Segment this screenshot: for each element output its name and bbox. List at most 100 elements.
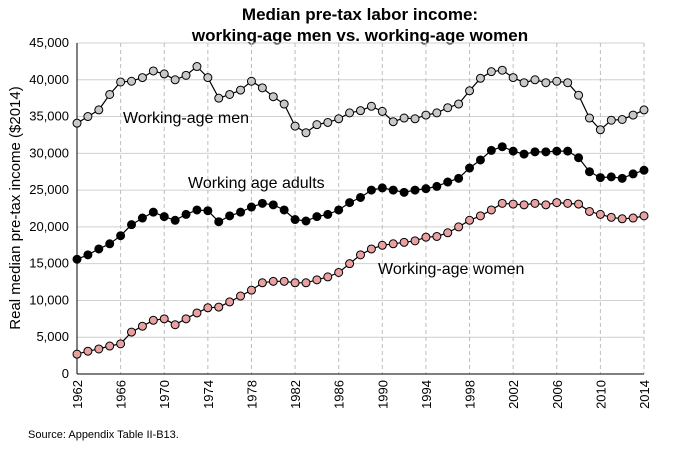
x-tick-label: 1990 (375, 380, 390, 409)
data-point-adults (421, 184, 431, 194)
data-point-adults (181, 209, 191, 219)
y-tick-label: 10,000 (29, 292, 69, 307)
y-tick-label: 15,000 (29, 256, 69, 271)
data-point-men (148, 66, 158, 76)
chart-title-line-2: working-age men vs. working-age women (191, 26, 529, 45)
data-point-women (105, 341, 115, 351)
data-point-women (497, 198, 507, 208)
data-point-adults (595, 173, 605, 183)
data-point-men (497, 65, 507, 75)
data-point-adults (617, 173, 627, 183)
series-adults (72, 142, 649, 264)
data-point-adults (236, 207, 246, 217)
data-point-men (116, 77, 126, 87)
data-point-men (301, 128, 311, 138)
data-point-adults (366, 185, 376, 195)
data-point-adults (279, 205, 289, 215)
data-point-adults (519, 149, 529, 159)
data-point-men (574, 90, 584, 100)
data-point-women (421, 232, 431, 242)
data-point-adults (486, 145, 496, 155)
data-point-women (94, 344, 104, 354)
data-point-women (628, 213, 638, 223)
y-tick-label: 30,000 (29, 145, 69, 160)
data-point-men (257, 83, 267, 93)
data-point-women (312, 275, 322, 285)
data-point-adults (628, 169, 638, 179)
data-point-adults (312, 212, 322, 222)
data-point-adults (257, 198, 267, 208)
x-tick-label: 1974 (201, 380, 216, 409)
data-point-adults (541, 147, 551, 157)
data-point-women (443, 228, 453, 238)
data-point-women (301, 278, 311, 288)
data-point-adults (563, 146, 573, 156)
series-group (72, 62, 649, 359)
data-point-women (388, 239, 398, 249)
data-point-adults (72, 254, 82, 264)
data-point-men (334, 114, 344, 124)
data-point-adults (443, 177, 453, 187)
data-point-women (486, 205, 496, 215)
data-point-women (323, 272, 333, 282)
x-tick-label: 1998 (463, 380, 478, 409)
series-line-women (76, 201, 645, 355)
data-point-men (639, 105, 649, 115)
data-point-men (279, 99, 289, 109)
chart-title-line-1: Median pre-tax labor income: (241, 5, 479, 24)
data-point-men (356, 106, 365, 116)
data-point-women (366, 244, 376, 254)
data-point-women (454, 222, 464, 232)
data-point-men (236, 85, 246, 95)
data-point-men (137, 73, 147, 83)
data-point-women (345, 259, 355, 269)
data-point-adults (552, 146, 562, 156)
y-tick-label: 25,000 (29, 182, 69, 197)
data-point-men (530, 75, 540, 85)
data-point-women (606, 212, 616, 222)
data-point-men (127, 76, 137, 86)
data-point-adults (268, 200, 278, 210)
data-point-men (486, 67, 496, 77)
data-point-adults (377, 183, 387, 193)
data-point-adults (508, 146, 518, 156)
data-point-women (334, 267, 344, 277)
data-point-women (203, 303, 213, 313)
data-point-women (410, 236, 420, 246)
series-men (72, 62, 649, 138)
x-tick-label: 2002 (506, 380, 521, 409)
data-point-women (432, 231, 442, 241)
data-point-men (192, 62, 202, 72)
chart-title: Median pre-tax labor income: working-age… (0, 4, 675, 46)
data-point-adults (246, 202, 256, 212)
data-point-men (214, 93, 224, 103)
data-point-men (377, 106, 387, 116)
data-point-men (290, 121, 300, 131)
data-point-adults (345, 198, 355, 208)
data-point-adults (105, 239, 115, 249)
data-point-women (72, 349, 82, 359)
data-point-women (236, 291, 246, 301)
data-point-adults (410, 185, 420, 195)
data-point-men (563, 78, 573, 88)
series-label-adults: Working age adults (188, 175, 325, 192)
data-point-men (584, 113, 594, 123)
data-point-adults (170, 215, 180, 225)
data-point-women (563, 198, 573, 208)
data-point-adults (432, 181, 442, 191)
series-label-men: Working-age men (123, 110, 249, 127)
data-point-adults (399, 187, 409, 197)
data-point-men (72, 118, 82, 128)
data-point-adults (323, 209, 333, 219)
data-point-women (127, 327, 137, 337)
data-point-adults (465, 163, 475, 173)
data-point-women (290, 278, 300, 288)
data-point-women (159, 314, 169, 324)
data-point-adults (301, 216, 311, 226)
data-point-adults (639, 165, 649, 175)
data-point-women (519, 200, 529, 210)
data-point-women (475, 211, 485, 221)
data-point-adults (214, 217, 224, 227)
series-labels: Working-age men Working age adults Worki… (123, 110, 524, 278)
data-point-women (465, 215, 475, 225)
